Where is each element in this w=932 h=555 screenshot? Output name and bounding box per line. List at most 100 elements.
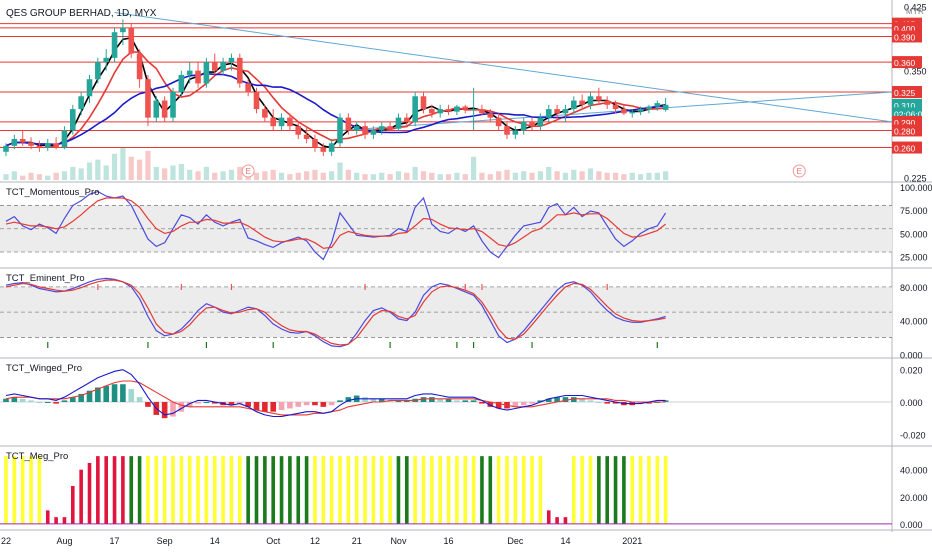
meg-bar (346, 456, 351, 524)
meg-bar (171, 456, 175, 524)
candle-body (621, 109, 627, 114)
meg-bar (129, 456, 134, 524)
candle-body (270, 117, 276, 127)
candle-body (420, 96, 427, 110)
candle-body (437, 109, 443, 114)
histogram-bar (637, 402, 644, 404)
candle-body (44, 143, 51, 148)
price-tag-label: 02:06:03 (894, 109, 927, 119)
volume-bar (329, 171, 335, 180)
volume-bar (28, 172, 34, 180)
histogram-bar (612, 402, 619, 404)
volume-bar (128, 156, 134, 180)
volume-bar (471, 156, 477, 180)
candle-body (78, 96, 84, 110)
price-tag-label: 0.260 (894, 144, 916, 154)
histogram-bar (28, 400, 34, 402)
candle-body (353, 126, 360, 131)
histogram-bar (44, 402, 51, 403)
meg-bar (45, 510, 50, 524)
price-tag-background (892, 86, 922, 98)
meg-bar (29, 456, 33, 524)
meg-bar (304, 456, 309, 524)
volume-bar (454, 172, 460, 180)
histogram-bar (404, 400, 410, 402)
price-tag: 0.280 (892, 124, 922, 136)
meg-bar (254, 456, 259, 524)
meg-panel: 40.000 20.000 0.000 TCT_Meg_Pro (0, 451, 928, 530)
meg-bar (263, 456, 267, 524)
candle-body (11, 138, 18, 146)
candle-body (220, 62, 226, 71)
candle-body (195, 70, 201, 84)
candle-body (470, 109, 477, 111)
histogram-bar (587, 400, 594, 402)
meg-bar (338, 456, 342, 524)
volume-bar (404, 172, 410, 180)
histogram-bar (186, 402, 193, 407)
volume-bar (638, 174, 644, 180)
candle-body (554, 109, 560, 114)
volume-bar (20, 175, 26, 180)
volume-bar (587, 168, 594, 180)
candle-body (612, 104, 619, 110)
histogram-bar (328, 402, 335, 406)
meg-bar (112, 456, 117, 524)
meg-bar (446, 456, 451, 524)
volume-bar (337, 162, 343, 180)
histogram-bar (545, 398, 552, 402)
volume-bar (78, 168, 84, 180)
price-tag-label: 0.280 (894, 126, 916, 136)
meg-bar (296, 456, 301, 524)
volume-bar (521, 171, 527, 180)
volume-bar (187, 169, 193, 180)
indicator-axis-tick: 40.000 (900, 317, 928, 327)
time-axis-tick: Dec (507, 536, 524, 546)
candle-body (203, 62, 210, 84)
volume-bar (412, 166, 418, 180)
histogram-bar (195, 402, 201, 404)
candle-body (95, 62, 101, 80)
histogram-bar (537, 400, 544, 402)
meg-bar (12, 456, 17, 524)
time-axis-tick: 14 (210, 536, 220, 546)
histogram-bar (111, 384, 118, 402)
candle-body (36, 145, 43, 148)
time-axis-tick: 14 (560, 536, 570, 546)
meg-bar (622, 456, 626, 524)
price-axis-tick: 0.350 (904, 67, 927, 77)
volume-bar (445, 174, 452, 180)
volume-bar (596, 171, 602, 180)
candle-body (337, 117, 343, 144)
candle-body (395, 117, 402, 129)
indicator-blue-line (5, 277, 666, 348)
volume-bar (212, 172, 218, 180)
time-axis-tick: Nov (390, 536, 407, 546)
meg-bar (605, 456, 609, 524)
indicator-axis-tick: 75.000 (900, 206, 928, 216)
time-axis-tick: Oct (266, 536, 281, 546)
price-tag-label: 0.400 (894, 24, 916, 34)
histogram-bar (211, 402, 218, 404)
meg-bar (396, 456, 401, 524)
histogram-bar (454, 400, 460, 402)
candle-body (495, 117, 502, 127)
candle-body (487, 113, 494, 118)
price-axis-tick: 0.225 (904, 173, 927, 183)
volume-bar (253, 172, 260, 180)
volume-bar (270, 169, 276, 180)
histogram-bar (604, 402, 610, 404)
volume-bar (429, 172, 435, 180)
histogram-bar (420, 397, 427, 402)
earnings-event-marker: E (792, 164, 806, 178)
candle-body (228, 57, 235, 63)
meg-bar (363, 456, 367, 524)
medium-moving-average-line (5, 51, 666, 147)
histogram-bar (253, 402, 260, 411)
histogram-bar (262, 402, 268, 412)
volume-bar (86, 162, 93, 180)
price-tag-background (892, 124, 922, 137)
indicator-axis-tick: 0.000 (900, 520, 923, 530)
chart-title: QES GROUP BERHAD, 1D, MYX (6, 8, 157, 19)
candle-body (328, 143, 335, 152)
